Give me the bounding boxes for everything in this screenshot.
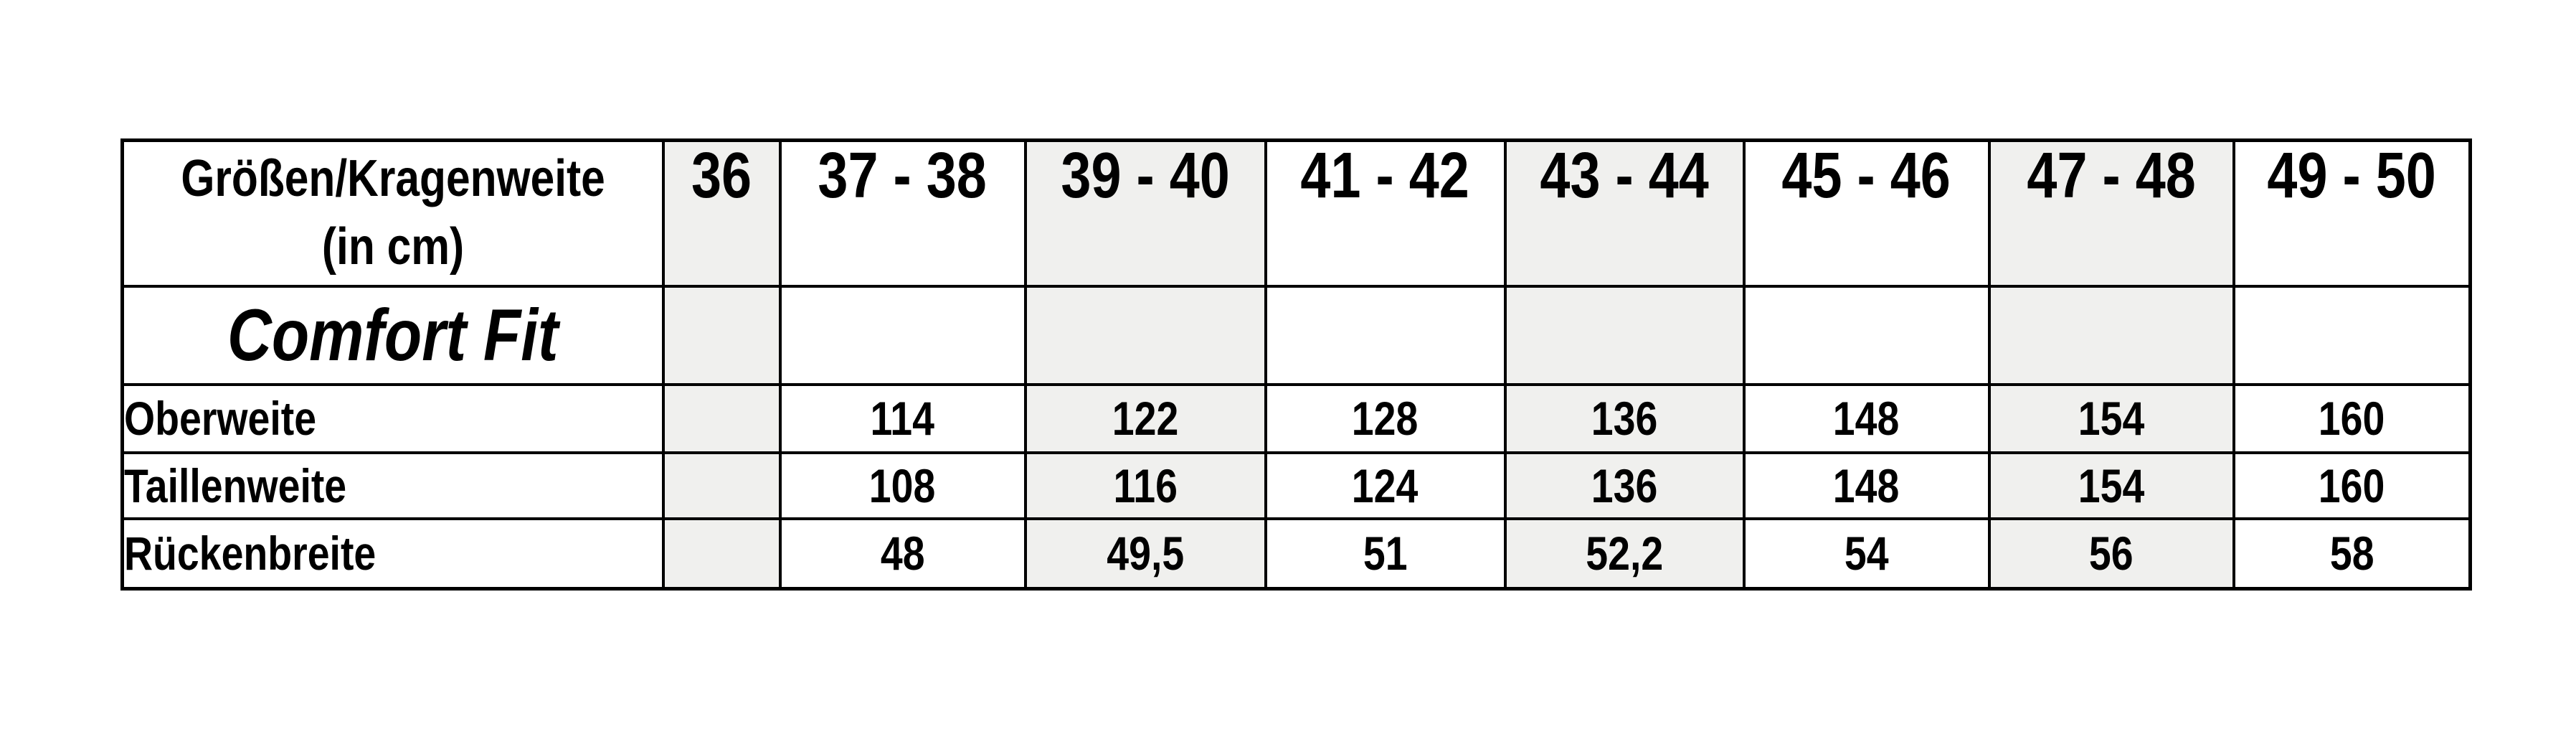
value-cell: 128 [1264,382,1507,454]
value-cell: 136 [1503,451,1746,520]
cell-value: 148 [1833,458,1900,512]
value-cell: 154 [1987,451,2235,520]
col-header-label: 45 - 46 [1781,140,1951,212]
empty-cell [1264,284,1507,386]
col-header-49-50: 49 - 50 [2232,138,2472,288]
cell-value: 54 [1844,527,1889,580]
value-cell: 54 [1742,517,1991,591]
value-cell: 58 [2232,517,2472,591]
col-header-label: 36 [691,140,752,212]
col-header-37-38: 37 - 38 [778,138,1027,288]
cell-value: 56 [2089,527,2134,580]
col-header-label: 37 - 38 [818,140,988,212]
row-rueckenbreite: Rückenbreite 48 49,5 51 52,2 54 56 58 [120,517,2472,591]
col-header-label: 39 - 40 [1061,140,1230,212]
cell-value: 136 [1591,458,1658,512]
corner-header-line1: Größen/Kragenweite [181,150,605,208]
col-header-label: 43 - 44 [1540,140,1709,212]
empty-cell [2232,284,2472,386]
cell-value: 148 [1833,392,1900,445]
section-label-cell: Comfort Fit [120,284,665,386]
value-cell: 52,2 [1503,517,1746,591]
cell-value: 124 [1352,458,1419,512]
col-header-label: 41 - 42 [1300,140,1470,212]
row-label: Oberweite [124,392,317,445]
value-cell: 48 [778,517,1027,591]
value-cell: 124 [1264,451,1507,520]
col-header-41-42: 41 - 42 [1264,138,1507,288]
row-taillenweite: Taillenweite 108 116 124 136 148 154 160 [120,451,2472,520]
corner-header-cell: Größen/Kragenweite (in cm) [120,138,665,288]
empty-cell [1503,284,1746,386]
cell-value: 114 [870,392,935,445]
empty-cell [1987,284,2235,386]
cell-value: 108 [869,458,936,512]
col-header-43-44: 43 - 44 [1503,138,1746,288]
corner-header-line2: (in cm) [321,218,464,276]
value-cell: 108 [778,451,1027,520]
value-cell: 160 [2232,451,2472,520]
value-cell [661,517,782,591]
value-cell: 116 [1023,451,1267,520]
cell-value: 128 [1352,392,1419,445]
col-header-47-48: 47 - 48 [1987,138,2235,288]
empty-cell [1023,284,1267,386]
value-cell: 160 [2232,382,2472,454]
cell-value: 136 [1591,392,1658,445]
value-cell: 122 [1023,382,1267,454]
col-header-36: 36 [661,138,782,288]
row-label-cell: Oberweite [120,382,665,454]
col-header-39-40: 39 - 40 [1023,138,1267,288]
cell-value: 51 [1363,527,1408,580]
cell-value: 154 [2078,392,2145,445]
value-cell: 49,5 [1023,517,1267,591]
cell-value: 58 [2329,527,2374,580]
value-cell: 154 [1987,382,2235,454]
value-cell: 51 [1264,517,1507,591]
cell-value: 116 [1113,458,1178,512]
row-label: Taillenweite [124,458,347,512]
col-header-45-46: 45 - 46 [1742,138,1991,288]
value-cell: 56 [1987,517,2235,591]
cell-value: 154 [2078,458,2145,512]
cell-value: 160 [2318,392,2385,445]
col-header-label: 49 - 50 [2267,140,2436,212]
value-cell: 114 [778,382,1027,454]
empty-cell [1742,284,1991,386]
value-cell: 136 [1503,382,1746,454]
row-label: Rückenbreite [124,527,377,580]
col-header-label: 47 - 48 [2027,140,2196,212]
value-cell: 148 [1742,382,1991,454]
section-label: Comfort Fit [227,293,559,376]
empty-cell [661,284,782,386]
value-cell [661,451,782,520]
empty-cell [778,284,1027,386]
cell-value: 48 [880,527,925,580]
cell-value: 52,2 [1586,527,1663,580]
value-cell: 148 [1742,451,1991,520]
size-table: Größen/Kragenweite (in cm) 36 37 - 38 39… [120,138,2472,591]
value-cell [661,382,782,454]
row-oberweite: Oberweite 114 122 128 136 148 154 160 [120,382,2472,454]
section-row-comfort-fit: Comfort Fit [120,284,2472,386]
header-row: Größen/Kragenweite (in cm) 36 37 - 38 39… [120,138,2472,288]
cell-value: 49,5 [1107,527,1184,580]
row-label-cell: Rückenbreite [120,517,665,591]
cell-value: 160 [2318,458,2385,512]
cell-value: 122 [1112,392,1179,445]
row-label-cell: Taillenweite [120,451,665,520]
